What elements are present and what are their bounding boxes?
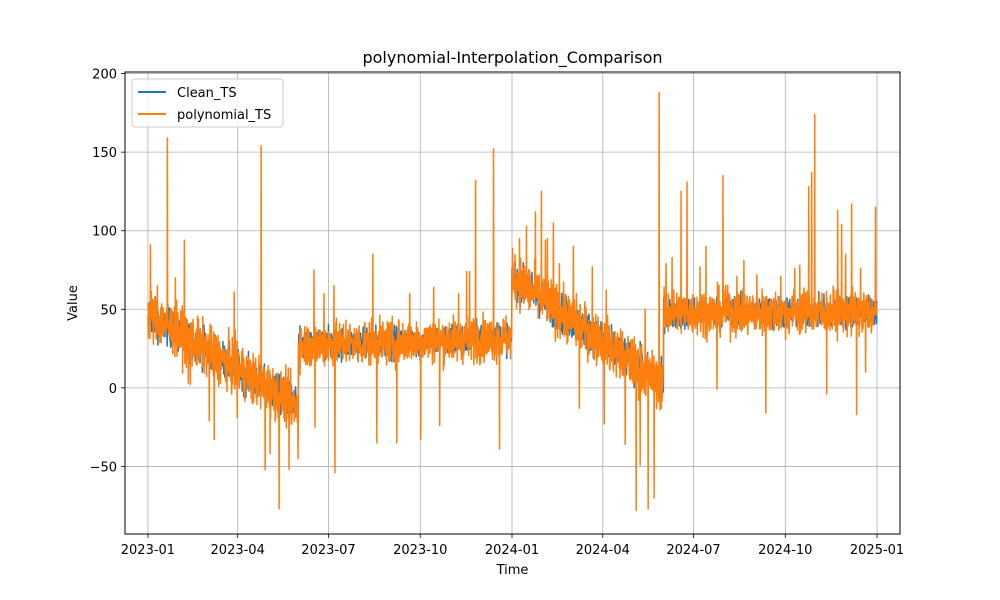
- plot-frame: [124, 71, 901, 535]
- series-line-polynomial: [147, 91, 878, 512]
- x-tick-label: 2023-10: [393, 543, 447, 558]
- ticks: 2023-01 2023-04 2023-07 2023-10 2024-01 2024-…: [90, 68, 905, 558]
- grid: [125, 72, 900, 534]
- y-tick-label: 100: [92, 225, 117, 240]
- y-tick-label: 150: [92, 146, 117, 161]
- x-tick-label: 2023-01: [121, 543, 175, 558]
- x-tick-label: 2023-07: [301, 543, 355, 558]
- x-tick-label: 2024-10: [758, 543, 812, 558]
- y-tick-label: 0: [109, 382, 117, 397]
- x-tick-label: 2024-07: [666, 543, 720, 558]
- y-axis-label: Value: [66, 285, 81, 321]
- chart-title: polynomial-Interpolation_Comparison: [362, 48, 662, 68]
- y-tick-label: 50: [100, 303, 117, 318]
- legend-box: [131, 78, 284, 128]
- x-tick-label: 2025-01: [850, 543, 904, 558]
- x-tick-label: 2023-04: [211, 543, 265, 558]
- series-layer: [147, 91, 878, 512]
- x-axis-label: Time: [496, 563, 529, 578]
- y-tick-label: 200: [92, 68, 117, 83]
- x-tick-label: 2024-04: [576, 543, 630, 558]
- legend-label-polynomial: polynomial_TS: [177, 108, 271, 123]
- x-tick-label: 2024-01: [485, 543, 539, 558]
- legend-label-clean: Clean_TS: [177, 86, 237, 101]
- legend: Clean_TS polynomial_TS: [131, 78, 284, 128]
- y-tick-label: −50: [90, 460, 117, 475]
